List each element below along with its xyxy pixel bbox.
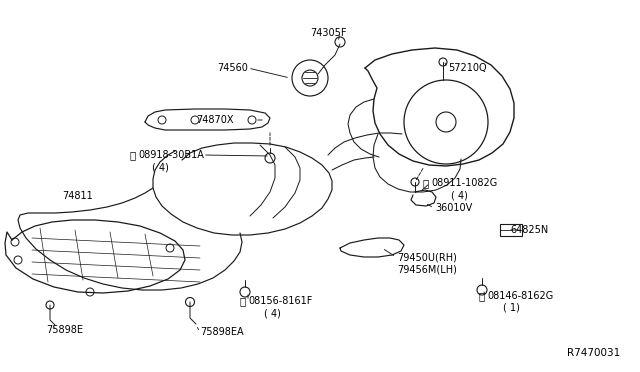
- Text: 36010V: 36010V: [435, 203, 472, 213]
- Text: R7470031: R7470031: [567, 348, 620, 358]
- Text: 79456M(LH): 79456M(LH): [397, 264, 457, 274]
- Text: 74870X: 74870X: [196, 115, 234, 125]
- Text: Ⓝ: Ⓝ: [130, 150, 136, 160]
- Text: 79450U(RH): 79450U(RH): [397, 252, 457, 262]
- Text: Ⓑ: Ⓑ: [240, 296, 246, 306]
- Text: 74305F: 74305F: [310, 28, 346, 38]
- Text: Ⓑ: Ⓑ: [479, 291, 485, 301]
- Text: ( 4): ( 4): [152, 162, 169, 172]
- Text: 08146-8162G: 08146-8162G: [487, 291, 553, 301]
- Text: ( 4): ( 4): [451, 191, 468, 201]
- Text: ( 1): ( 1): [503, 303, 520, 313]
- Text: 75898EA: 75898EA: [200, 327, 244, 337]
- Text: ( 4): ( 4): [264, 308, 281, 318]
- Text: 57210Q: 57210Q: [448, 63, 486, 73]
- Text: 74811: 74811: [62, 191, 93, 201]
- Text: 08156-8161F: 08156-8161F: [248, 296, 312, 306]
- Text: 08918-30B1A: 08918-30B1A: [138, 150, 204, 160]
- Text: 75898E: 75898E: [46, 325, 83, 335]
- Text: 74560: 74560: [217, 63, 248, 73]
- Text: 64825N: 64825N: [510, 225, 548, 235]
- Text: 08911-1082G: 08911-1082G: [431, 178, 497, 188]
- Text: Ⓝ: Ⓝ: [423, 178, 429, 188]
